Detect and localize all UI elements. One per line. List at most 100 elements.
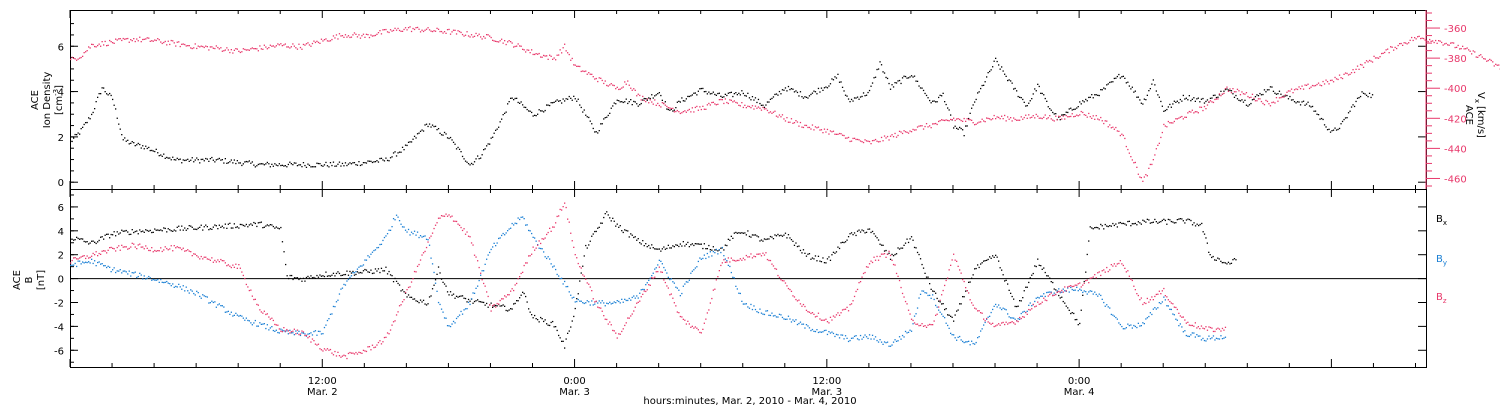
- vx-series-point: [828, 133, 830, 135]
- ion-density-series-point: [1362, 92, 1365, 94]
- bx-series-point: [814, 255, 817, 257]
- ion-density-series-point: [208, 160, 210, 162]
- ion-density-series-point: [541, 110, 543, 112]
- ion-density-series-point: [765, 104, 767, 106]
- vx-series-point: [574, 64, 576, 66]
- bz-series-point: [486, 291, 488, 293]
- vx-series-point: [163, 41, 165, 44]
- by-series-point: [640, 289, 642, 291]
- bz-series-point: [735, 260, 737, 262]
- bx-series-point: [445, 285, 447, 287]
- by-series-point: [483, 270, 485, 272]
- bx-series-point: [433, 284, 435, 286]
- by-series-point: [1119, 323, 1121, 326]
- ion-density-series-point: [718, 92, 720, 94]
- bz-series-point: [1151, 296, 1153, 298]
- vx-series-point: [1161, 131, 1163, 134]
- ion-density-series-point: [666, 108, 668, 110]
- bx-series-point: [675, 244, 677, 246]
- by-series-point: [1053, 292, 1055, 294]
- vx-series-point: [1480, 54, 1482, 56]
- bx-series-point: [214, 224, 216, 226]
- bx-series-point: [107, 233, 109, 235]
- bx-series-point: [463, 297, 465, 299]
- ion-density-series-point: [922, 89, 925, 92]
- bx-series-point: [277, 227, 279, 229]
- bz-series-point: [529, 255, 531, 257]
- bz-series-point: [712, 289, 714, 291]
- bz-series-point: [831, 319, 833, 321]
- bx-series-point: [726, 244, 728, 247]
- vx-series-point: [86, 50, 88, 52]
- by-series-point: [747, 306, 749, 308]
- ion-density-series-point: [277, 165, 279, 167]
- bz-series-point: [1041, 301, 1043, 303]
- bx-series-point: [849, 233, 851, 235]
- by-series-point: [329, 313, 332, 315]
- by-series-point: [888, 345, 890, 347]
- ion-density-series-point: [70, 140, 72, 142]
- vx-series-point: [601, 79, 603, 82]
- vx-series-point: [1370, 60, 1372, 62]
- ion-density-series-point: [298, 164, 300, 166]
- ion-density-series-point: [334, 165, 336, 167]
- by-series-point: [754, 308, 757, 311]
- vx-series-point: [612, 84, 614, 86]
- ion-density-series-point: [1128, 85, 1130, 87]
- bz-series-point: [181, 248, 183, 251]
- ion-density-series-point: [642, 99, 644, 101]
- vx-series-point: [1203, 105, 1206, 108]
- by-series-point: [1208, 335, 1210, 337]
- vx-series-point: [1362, 66, 1365, 68]
- ion-density-series-point: [77, 132, 79, 134]
- ion-density-series-point: [1293, 101, 1296, 103]
- ion-density-series-point: [882, 71, 884, 73]
- vx-series-point: [1384, 51, 1386, 54]
- vx-series-point: [688, 108, 690, 111]
- by-series-point: [1109, 307, 1111, 309]
- vx-series-point: [1257, 98, 1260, 100]
- bx-series-point: [247, 226, 249, 228]
- by-series-point: [431, 263, 434, 265]
- bx-series-point: [938, 300, 940, 302]
- bx-series-point: [1152, 221, 1154, 223]
- bz-series-point: [945, 279, 947, 282]
- bx-series-point: [260, 221, 262, 223]
- vx-series-point: [1250, 96, 1252, 98]
- bz-series-point: [191, 255, 193, 257]
- vx-series-point: [251, 47, 253, 49]
- bx-series-point: [808, 253, 811, 255]
- bx-series-point: [765, 238, 767, 241]
- ion-density-series-point: [822, 89, 824, 91]
- vx-series-point: [642, 95, 644, 98]
- by-series-point: [655, 267, 657, 269]
- vx-series-point: [449, 33, 452, 35]
- ion-density-series-point: [643, 97, 645, 100]
- by-series-point: [1061, 291, 1063, 293]
- by-series-point: [1070, 286, 1072, 289]
- by-series-point: [155, 279, 157, 281]
- by-series-point: [1037, 296, 1039, 299]
- ion-density-series-point: [687, 95, 689, 98]
- bx-series-point: [473, 300, 476, 303]
- by-series-point: [585, 302, 587, 304]
- bz-series-point: [852, 300, 854, 302]
- vx-series-point: [271, 45, 273, 47]
- vx-series-point: [229, 51, 231, 54]
- vx-series-point: [1331, 79, 1333, 81]
- bx-series-point: [1230, 262, 1233, 264]
- bx-series-point: [1007, 283, 1009, 285]
- bx-series-point: [655, 248, 657, 250]
- vx-series-point: [865, 140, 868, 142]
- bz-series-point: [118, 245, 120, 247]
- bz-series-point: [625, 322, 627, 324]
- bz-series-point: [370, 349, 372, 351]
- ion-density-series-point: [1044, 97, 1046, 100]
- bx-series-point: [564, 347, 566, 349]
- vx-series-point: [260, 48, 262, 50]
- ion-density-series-point: [1115, 77, 1117, 79]
- ion-density-series-point: [1085, 98, 1087, 101]
- by-series-point: [1007, 313, 1009, 315]
- bz-series-point: [334, 350, 336, 353]
- bz-series-point: [793, 296, 796, 298]
